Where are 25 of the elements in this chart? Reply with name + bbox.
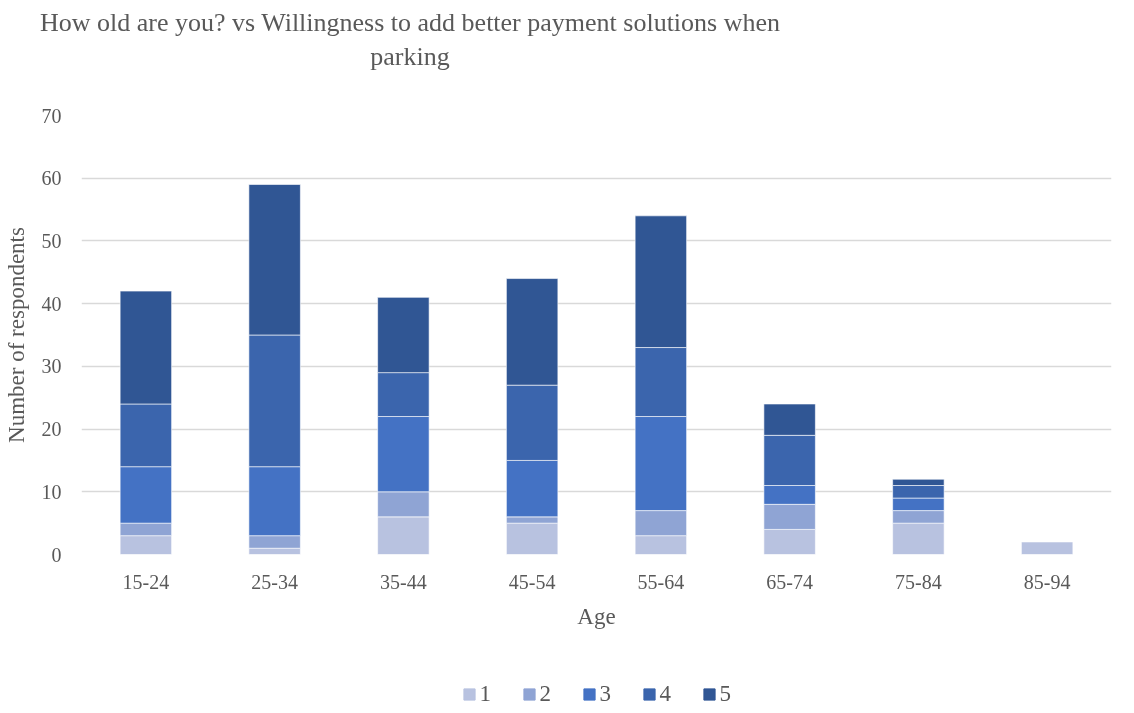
legend-label: 1 [479, 681, 492, 707]
x-tick-label: 85-94 [1023, 570, 1071, 593]
x-tick-label: 75-84 [895, 570, 942, 593]
y-tick-label: 50 [41, 229, 62, 252]
y-tick-label: 40 [41, 292, 62, 315]
legend-label: 2 [539, 681, 552, 707]
y-tick-label: 30 [41, 355, 62, 378]
legend-label: 4 [659, 681, 672, 707]
x-tick-label: 55-64 [637, 570, 685, 593]
legend-label: 3 [599, 681, 612, 707]
legend-label: 5 [719, 681, 732, 707]
bar [1021, 541, 1074, 555]
x-tick-label: 15-24 [122, 570, 170, 593]
x-axis-title: Age [577, 603, 616, 629]
x-tick-label: 25-34 [251, 570, 298, 593]
y-tick-label: 10 [41, 480, 62, 503]
chart-title: How old are you? vs Willingness to add better payment solutions when parking [38, 7, 782, 73]
y-tick-label: 20 [41, 418, 62, 441]
y-tick-label: 60 [41, 167, 62, 190]
x-tick-label: 45-54 [508, 570, 556, 593]
y-tick-label: 70 [41, 104, 62, 127]
x-tick-label: 35-44 [380, 570, 427, 593]
x-tick-label: 65-74 [766, 570, 813, 593]
y-tick-label: 0 [51, 543, 62, 566]
y-axis-title: Number of respondents [3, 227, 29, 443]
